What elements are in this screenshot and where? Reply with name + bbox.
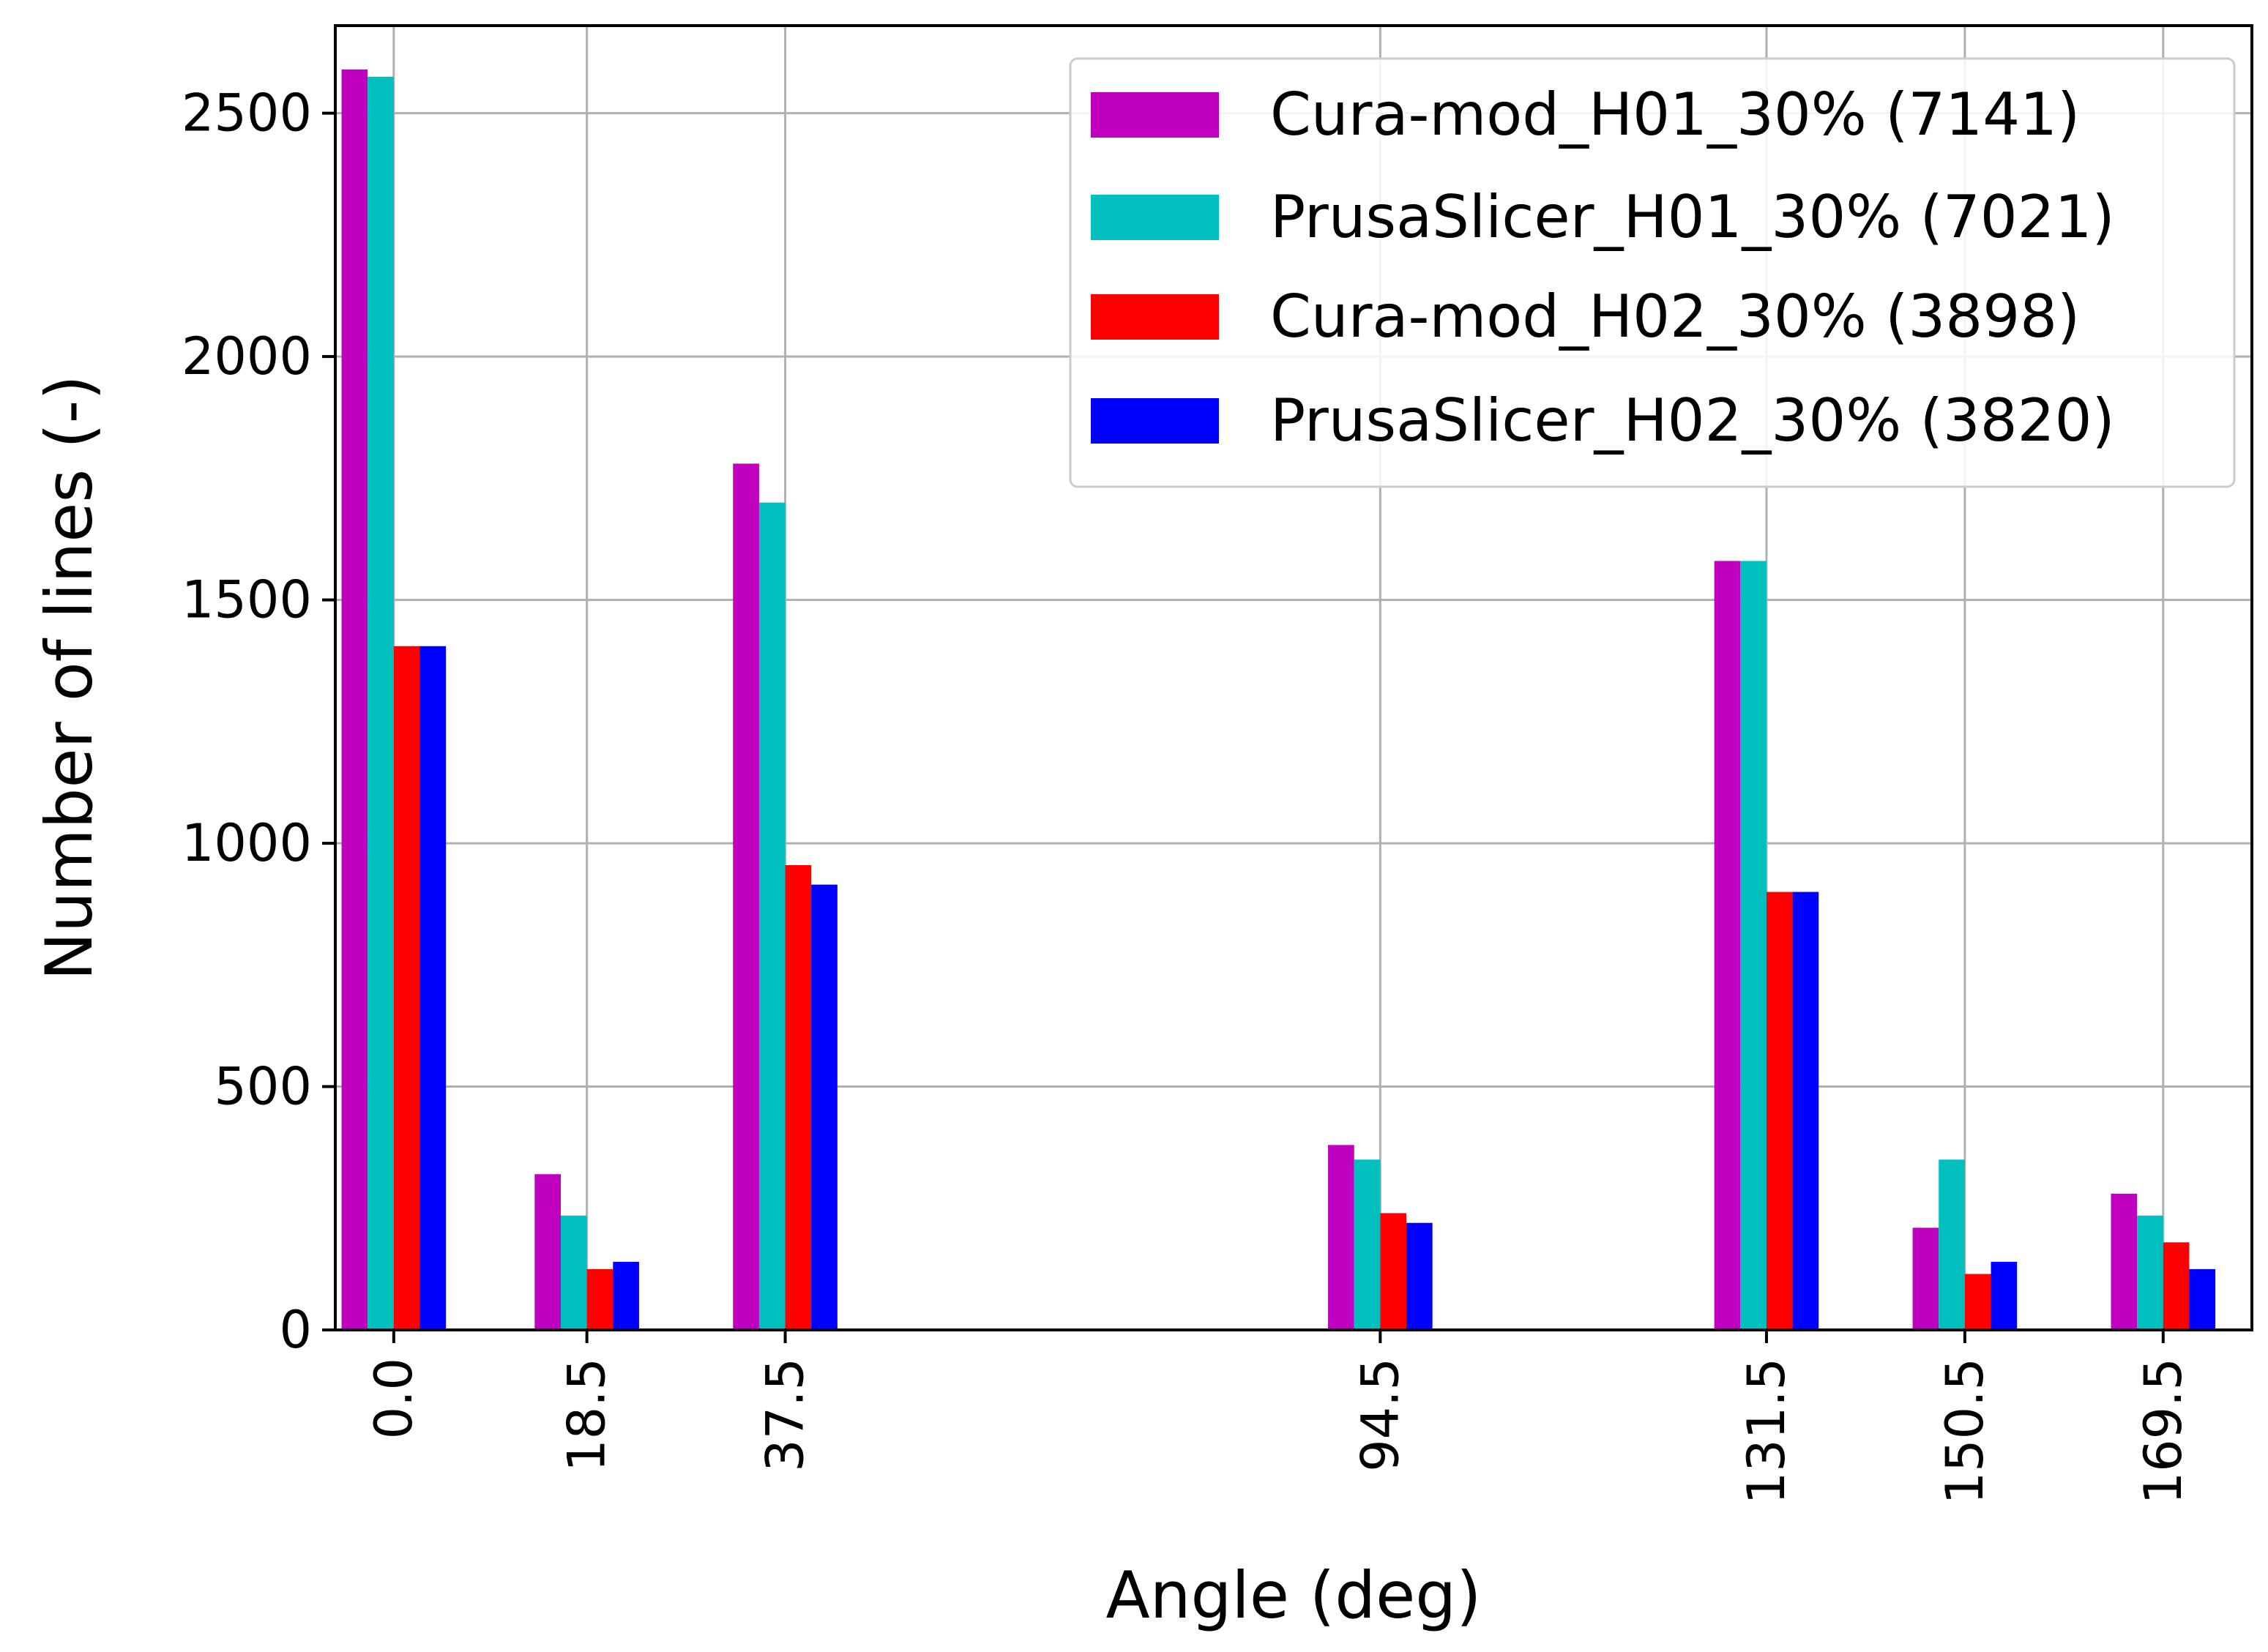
bar-series-3-angle-94.5: [1406, 1222, 1433, 1330]
axis-ticks: 0.0 18.5 37.5 94.5 131.5 150.5 169.5 0 500 1000 15…: [182, 83, 2193, 1505]
bar-series-0-angle-169.5: [2111, 1193, 2138, 1330]
legend-frame: [1069, 57, 2236, 488]
bar-series-2-angle-18.5: [586, 1268, 613, 1330]
bar-series-2-angle-150.5: [1964, 1274, 1991, 1330]
bar-series-1-angle-131.5: [1740, 561, 1767, 1330]
legend-swatch-cura-mod-h02: [1091, 294, 1219, 340]
y-tick-label: 2500: [182, 83, 312, 143]
plot-frame: [334, 24, 2253, 1331]
x-tick-label: 37.5: [756, 1358, 816, 1472]
bar-series-2-angle-169.5: [2163, 1242, 2190, 1330]
bar-series-3-angle-131.5: [1792, 892, 1819, 1330]
bar-series-2-angle-37.5: [785, 864, 812, 1330]
bar-series-1-angle-37.5: [758, 502, 786, 1330]
bar-series-1-angle-94.5: [1354, 1159, 1381, 1330]
legend-label-prusaslicer-h02: PrusaSlicer_H02_30% (3820): [1270, 386, 2115, 455]
legend: Cura-mod_H01_30% (7141) PrusaSlicer_H01_…: [1069, 57, 2236, 488]
x-tick-label: 94.5: [1350, 1358, 1410, 1472]
bar-series-0-angle-0.0: [341, 69, 368, 1331]
legend-label-cura-mod-h02: Cura-mod_H02_30% (3898): [1270, 283, 2080, 351]
bar-series-3-angle-18.5: [613, 1261, 639, 1330]
bar-series-1-angle-169.5: [2137, 1215, 2163, 1330]
y-tick-label: 1000: [182, 813, 312, 873]
bar-series-3-angle-0.0: [419, 646, 447, 1330]
x-tick-label: 0.0: [364, 1358, 424, 1439]
bar-series-0-angle-131.5: [1714, 561, 1741, 1330]
bar-series-1-angle-0.0: [368, 76, 394, 1331]
y-tick-label: 0: [279, 1300, 312, 1360]
bar-series-2-angle-0.0: [393, 646, 420, 1330]
legend-swatch-cura-mod-h01: [1091, 92, 1219, 138]
legend-swatch-prusaslicer-h02: [1091, 398, 1219, 444]
x-tick-label: 169.5: [2133, 1358, 2193, 1504]
bar-series-3-angle-150.5: [1991, 1261, 2018, 1330]
legend-swatch-prusaslicer-h01: [1091, 195, 1219, 240]
bar-series-2-angle-94.5: [1380, 1213, 1406, 1330]
legend-label-prusaslicer-h01: PrusaSlicer_H01_30% (7021): [1270, 183, 2115, 251]
bar-series-0-angle-37.5: [733, 463, 759, 1330]
legend-label-cura-mod-h01: Cura-mod_H01_30% (7141): [1270, 81, 2080, 149]
bar-series-0-angle-94.5: [1328, 1145, 1354, 1330]
bar-series-3-angle-37.5: [811, 884, 838, 1330]
x-axis-label: Angle (deg): [1106, 1558, 1482, 1633]
y-axis-label: Number of lines (-): [31, 375, 107, 980]
y-tick-label: 2000: [182, 326, 312, 386]
y-tick-label: 500: [214, 1057, 312, 1117]
bar-series-1-angle-18.5: [561, 1215, 587, 1330]
x-tick-label: 150.5: [1935, 1358, 1995, 1504]
bar-series-2-angle-131.5: [1766, 892, 1793, 1330]
bar-series-1-angle-150.5: [1939, 1159, 1965, 1330]
bar-series-3-angle-169.5: [2189, 1268, 2216, 1330]
y-tick-label: 1500: [182, 570, 312, 630]
bar-series-0-angle-18.5: [534, 1174, 561, 1330]
x-tick-label: 18.5: [557, 1358, 617, 1472]
bar-series-0-angle-150.5: [1912, 1227, 1939, 1330]
x-tick-label: 131.5: [1737, 1358, 1797, 1504]
bars: [341, 69, 2216, 1331]
